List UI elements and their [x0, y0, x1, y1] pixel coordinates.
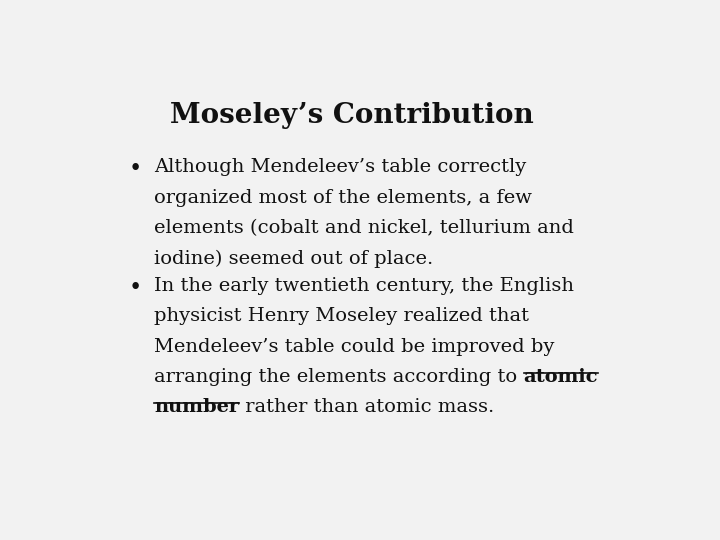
Text: iodine) seemed out of place.: iodine) seemed out of place. [154, 249, 433, 268]
Text: In the early twentieth century, the English: In the early twentieth century, the Engl… [154, 277, 574, 295]
Text: arranging the elements according to: arranging the elements according to [154, 368, 523, 386]
Text: atomic: atomic [523, 368, 598, 386]
Text: number: number [154, 399, 239, 416]
Text: Mendeleev’s table could be improved by: Mendeleev’s table could be improved by [154, 338, 554, 355]
Text: Although Mendeleev’s table correctly: Although Mendeleev’s table correctly [154, 158, 526, 177]
Text: elements (cobalt and nickel, tellurium and: elements (cobalt and nickel, tellurium a… [154, 219, 574, 237]
Text: organized most of the elements, a few: organized most of the elements, a few [154, 188, 532, 207]
Text: physicist Henry Moseley realized that: physicist Henry Moseley realized that [154, 307, 529, 325]
Text: rather than atomic mass.: rather than atomic mass. [239, 399, 495, 416]
Text: •: • [129, 158, 143, 180]
Text: •: • [129, 277, 143, 299]
Text: Moseley’s Contribution: Moseley’s Contribution [171, 102, 534, 129]
